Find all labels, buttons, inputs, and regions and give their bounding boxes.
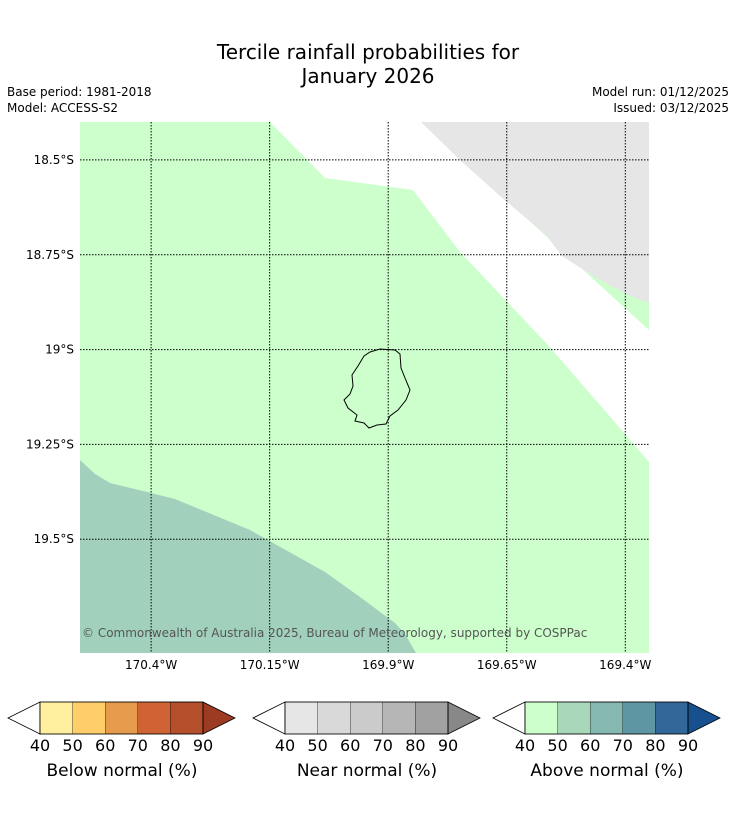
base-period-text: Base period: 1981-2018 bbox=[7, 85, 152, 99]
colorbar-frame bbox=[39, 701, 204, 735]
latitude-tick-label: 18.75°S bbox=[26, 248, 74, 262]
near-normal-40-50-region bbox=[421, 122, 649, 303]
colorbar-segment bbox=[655, 701, 689, 735]
colorbar-under-triangle bbox=[7, 701, 41, 735]
colorbar-under-triangle bbox=[492, 701, 526, 735]
colorbar-segment bbox=[415, 701, 449, 735]
colorbar-frame bbox=[284, 701, 449, 735]
longitude-tick-label: 169.9°W bbox=[362, 658, 414, 672]
colorbar-tick-label: 80 bbox=[645, 736, 665, 755]
colorbars: 40 50 60 70 80 90 40 50 60 70 80 90 40 50 60 70 80 90 bbox=[7, 701, 721, 755]
above-normal-colorbar-title: Above normal (%) bbox=[530, 761, 684, 781]
latitude-tick-label: 18.5°S bbox=[34, 153, 74, 167]
colorbar-segment bbox=[557, 701, 591, 735]
latitude-tick-label: 19.5°S bbox=[34, 532, 74, 546]
colorbar-over-triangle bbox=[202, 701, 236, 735]
issued-text: Issued: 03/12/2025 bbox=[613, 101, 729, 115]
colorbar-tick-label: 40 bbox=[275, 736, 295, 755]
colorbar-segment bbox=[350, 701, 383, 735]
page-title-line1: Tercile rainfall probabilities for bbox=[216, 40, 520, 64]
colorbar-tick-label: 40 bbox=[30, 736, 50, 755]
latitude-tick-label: 19.25°S bbox=[26, 437, 74, 451]
colorbar-segment bbox=[72, 701, 106, 735]
colorbar-segment bbox=[105, 701, 138, 735]
copyright-text: © Commonwealth of Australia 2025, Bureau… bbox=[82, 626, 587, 640]
colorbar-frame bbox=[524, 701, 689, 735]
gridlines bbox=[80, 122, 649, 653]
colorbar-tick-label: 70 bbox=[128, 736, 148, 755]
colorbar-tick-label: 70 bbox=[613, 736, 633, 755]
colorbar-tick-label: 90 bbox=[678, 736, 698, 755]
colorbar-tick-label: 40 bbox=[515, 736, 535, 755]
colorbar-tick-label: 50 bbox=[547, 736, 567, 755]
colorbar-tick-label: 50 bbox=[62, 736, 82, 755]
colorbar-tick-label: 70 bbox=[373, 736, 393, 755]
longitude-tick-label: 169.4°W bbox=[599, 658, 651, 672]
colorbar-tick-label: 60 bbox=[580, 736, 600, 755]
longitude-tick-label: 169.65°W bbox=[477, 658, 537, 672]
below-normal-colorbar-title: Below normal (%) bbox=[46, 761, 198, 781]
colorbar-segment bbox=[39, 701, 73, 735]
colorbar-segment bbox=[524, 701, 558, 735]
above-normal-50-60-region bbox=[80, 460, 416, 653]
colorbar-tick-label: 90 bbox=[438, 736, 458, 755]
colorbar-segment bbox=[622, 701, 656, 735]
colorbar-segment bbox=[590, 701, 623, 735]
latitude-labels: 18.5°S 18.75°S 19°S 19.25°S 19.5°S bbox=[26, 153, 74, 546]
colorbar-tick-label: 80 bbox=[160, 736, 180, 755]
longitude-tick-label: 170.4°W bbox=[125, 658, 177, 672]
latitude-tick-label: 19°S bbox=[45, 343, 74, 357]
colorbar-segment bbox=[137, 701, 171, 735]
colorbar-segment bbox=[317, 701, 351, 735]
colorbar-over-triangle bbox=[687, 701, 721, 735]
colorbar-segment bbox=[284, 701, 318, 735]
colorbar-tick-label: 50 bbox=[307, 736, 327, 755]
island-outline bbox=[343, 348, 411, 429]
colorbar-under-triangle bbox=[252, 701, 286, 735]
model-text: Model: ACCESS-S2 bbox=[7, 101, 119, 115]
colorbar-tick-label: 90 bbox=[193, 736, 213, 755]
colorbar-tick-label: 80 bbox=[405, 736, 425, 755]
colorbar-segment bbox=[170, 701, 204, 735]
above-normal-colorbar: 40 50 60 70 80 90 bbox=[492, 701, 721, 755]
colorbar-over-triangle bbox=[447, 701, 481, 735]
colorbar-tick-label: 60 bbox=[340, 736, 360, 755]
neutral-region bbox=[270, 122, 649, 462]
longitude-labels: 170.4°W 170.15°W 169.9°W 169.65°W 169.4°W bbox=[125, 658, 652, 672]
map-panel: © Commonwealth of Australia 2025, Bureau… bbox=[80, 122, 649, 653]
colorbar-segment bbox=[382, 701, 416, 735]
page-title-line2: January 2026 bbox=[301, 64, 435, 88]
colorbar-tick-label: 60 bbox=[95, 736, 115, 755]
near-normal-colorbar: 40 50 60 70 80 90 bbox=[252, 701, 481, 755]
near-normal-colorbar-title: Near normal (%) bbox=[296, 761, 438, 781]
model-run-text: Model run: 01/12/2025 bbox=[591, 85, 729, 99]
below-normal-colorbar: 40 50 60 70 80 90 bbox=[7, 701, 236, 755]
longitude-tick-label: 170.15°W bbox=[240, 658, 300, 672]
